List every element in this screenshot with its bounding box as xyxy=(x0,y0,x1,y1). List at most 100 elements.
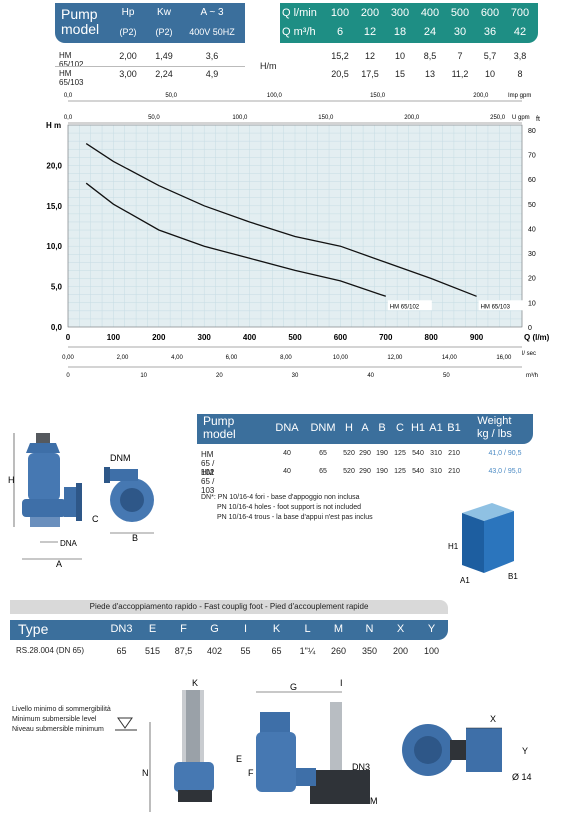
foot-col-5: K xyxy=(272,623,281,635)
install-top-view xyxy=(402,724,502,776)
q-lmin-3: 400 xyxy=(420,7,440,19)
foot-val-0: 65 xyxy=(116,646,127,656)
imp-tick-label: 150,0 xyxy=(370,93,386,99)
perf-row-h-4: 7 xyxy=(457,51,463,61)
label-n: N xyxy=(142,768,149,778)
label-dia: Ø 14 xyxy=(512,772,532,782)
lsec-axis-label: l/ sec xyxy=(522,351,536,357)
performance-chart: 0 100 200 300 400 500 600 700 800 900 Q (l/m)0,05,… xyxy=(46,93,550,379)
us-tick-label: 100,0 xyxy=(232,115,248,121)
x-tick-label: 800 xyxy=(425,333,439,342)
perf-row-h-5: 10 xyxy=(484,69,495,79)
curve-hm65-103 xyxy=(85,143,477,297)
q-lmin-4: 500 xyxy=(450,7,470,19)
foot-col-7: M xyxy=(333,623,344,635)
foot-type-label: Type xyxy=(18,621,49,637)
label-g: G xyxy=(290,682,297,692)
us-tick-label: 150,0 xyxy=(318,115,334,121)
ft-tick-label: 50 xyxy=(528,202,536,209)
q-m3h-0: 6 xyxy=(336,26,344,38)
dims-col-5: C xyxy=(396,422,404,434)
dims-row-val-0: 40 xyxy=(283,468,291,475)
us-tick-label: 250,0 xyxy=(490,115,506,121)
foot-val-5: 65 xyxy=(271,646,282,656)
dims-note-1: PN 10/16-4 holes - foot support is not i… xyxy=(217,504,361,511)
dims-row-val-5: 125 xyxy=(394,450,406,457)
ft-tick-label: 30 xyxy=(528,251,536,258)
dims-weight-label: Weight kg / lbs xyxy=(477,415,512,440)
label-x: X xyxy=(490,714,496,724)
perf-row-model: HM 65/102 xyxy=(59,51,84,69)
imp-tick-label: 0,0 xyxy=(64,93,73,99)
perf-row-kw: 2,24 xyxy=(155,69,173,79)
us-tick-label: 50,0 xyxy=(148,115,160,121)
x-tick-label: 500 xyxy=(288,333,302,342)
q-m3h-1: 12 xyxy=(363,26,377,38)
ft-axis-label: ft xyxy=(536,116,540,123)
imp-tick-label: 200,0 xyxy=(473,93,489,99)
dims-col-6: H1 xyxy=(410,422,426,434)
q-lmin-2: 300 xyxy=(390,7,410,19)
x-tick-label: 700 xyxy=(379,333,393,342)
foot-col-8: N xyxy=(365,623,374,635)
perf-row-h-2: 10 xyxy=(394,51,405,61)
q-lmin-5: 600 xyxy=(480,7,500,19)
series-label: HM 65/103 xyxy=(481,304,511,310)
y-tick-label: 10,0 xyxy=(46,242,62,251)
label-y: Y xyxy=(522,746,528,756)
perf-row-a: 4,9 xyxy=(205,69,219,79)
perf-row-h-2: 15 xyxy=(394,69,405,79)
perf-col-0-bottom: (P2) xyxy=(119,27,137,37)
us-tick-label: 0,0 xyxy=(64,115,73,121)
foot-col-0: DN3 xyxy=(110,623,133,635)
install-front-view xyxy=(174,690,214,802)
dims-row-val-6: 540 xyxy=(412,450,424,457)
imp-tick-label: 50,0 xyxy=(165,93,177,99)
y-tick-label: 20,0 xyxy=(46,161,62,170)
dims-row-val-4: 190 xyxy=(376,468,388,475)
lsec-tick-label: 16,00 xyxy=(496,355,512,361)
dims-row-val-8: 210 xyxy=(448,468,460,475)
q-m3h-2: 18 xyxy=(393,26,407,38)
m3h-axis-label: m³/h xyxy=(526,373,538,379)
foot-val-10: 100 xyxy=(423,646,440,656)
y-tick-label: 0,0 xyxy=(51,323,63,332)
perf-model-label: Pump model xyxy=(61,6,100,37)
dims-col-3: A xyxy=(361,422,369,434)
lsec-tick-label: 14,00 xyxy=(442,355,458,361)
foot-val-6: 1"¼ xyxy=(299,646,316,656)
perf-row-h-0: 20,5 xyxy=(331,69,349,79)
m3h-tick-label: 10 xyxy=(140,373,147,379)
label-k: K xyxy=(192,678,198,688)
perf-row-hp: 3,00 xyxy=(119,69,137,79)
foot-val-4: 55 xyxy=(240,646,251,656)
x-tick-label: 200 xyxy=(152,333,166,342)
y-tick-label: 15,0 xyxy=(46,202,62,211)
perf-row-h-1: 12 xyxy=(364,51,375,61)
q-m3h-5: 36 xyxy=(483,26,497,38)
dims-row-val-1: 65 xyxy=(319,450,327,457)
ft-tick-label: 10 xyxy=(528,300,536,307)
dims-col-1: DNM xyxy=(310,422,336,434)
dims-row-val-3: 290 xyxy=(359,468,371,475)
perf-row-h-6: 8 xyxy=(517,69,523,79)
dims-row-val-7: 310 xyxy=(430,468,442,475)
q-lmin-1: 200 xyxy=(360,7,380,19)
foot-col-9: X xyxy=(396,623,405,635)
pump-dimension-drawing: H A DNA C DNM B xyxy=(8,433,154,569)
ft-tick-label: 20 xyxy=(528,276,536,283)
perf-header-right xyxy=(280,3,538,43)
y-axis-label: H m xyxy=(46,121,61,130)
perf-row-hp: 2,00 xyxy=(119,51,137,61)
perf-row-h-4: 11,2 xyxy=(451,69,469,79)
dims-row-val-6: 540 xyxy=(412,468,424,475)
foot-val-2: 87,5 xyxy=(174,646,193,656)
foot-val-3: 402 xyxy=(206,646,223,656)
perf-col-1-bottom: (P2) xyxy=(155,27,173,37)
pump-top-view xyxy=(104,467,154,522)
foot-col-1: E xyxy=(148,623,157,635)
ft-tick-label: 70 xyxy=(528,153,536,160)
dims-row-val-8: 210 xyxy=(448,450,460,457)
label-b1: B1 xyxy=(508,572,518,581)
dims-model-label: Pump model xyxy=(203,414,236,441)
